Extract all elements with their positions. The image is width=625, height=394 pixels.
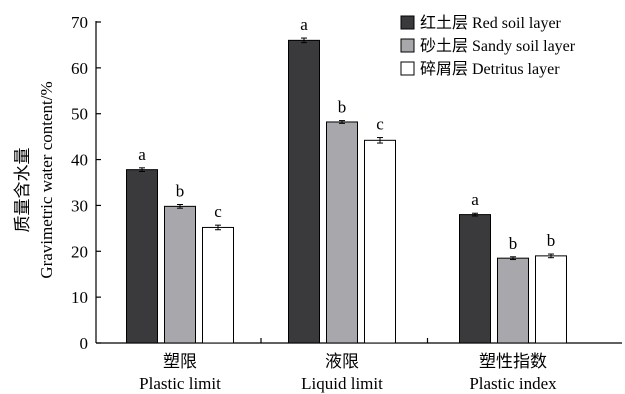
- bar: [202, 226, 234, 344]
- category-labels: 塑限 Plastic limit 液限 Liquid limit 塑性指数 Plastic…: [139, 352, 557, 393]
- legend-swatch: [400, 61, 415, 76]
- y-tick-label: 30: [71, 196, 88, 215]
- category-label-zh: 塑性指数: [479, 352, 547, 371]
- bar: [164, 205, 196, 344]
- y-tick-label: 40: [71, 151, 88, 170]
- significance-label: a: [138, 145, 146, 164]
- significance-label: c: [214, 202, 222, 221]
- y-axis-title: 质量含水量 Gravimetric water content/%: [13, 81, 56, 278]
- significance-label: c: [376, 115, 384, 134]
- significance-label: b: [338, 98, 347, 117]
- significance-label: b: [509, 234, 518, 253]
- y-tick-label: 10: [71, 288, 88, 307]
- y-tick-label: 60: [71, 59, 88, 78]
- bar: [288, 39, 320, 344]
- y-axis-title-zh: 质量含水量: [13, 148, 32, 233]
- bar: [459, 214, 491, 344]
- significance-label: a: [300, 15, 308, 34]
- bar: [126, 169, 158, 344]
- category-label-zh: 液限: [325, 352, 359, 371]
- bars-group: a b c a b c a b b: [126, 15, 567, 344]
- legend: 红土层 Red soil layer 砂土层 Sandy soil layer 碎屑…: [400, 14, 576, 78]
- bar: [364, 139, 396, 344]
- legend-swatch: [400, 38, 415, 53]
- legend-swatch: [400, 15, 415, 30]
- bar: [326, 121, 358, 344]
- bar: [497, 257, 529, 344]
- category-label-en: Liquid limit: [301, 374, 383, 393]
- legend-label: 碎屑层 Detritus layer: [420, 60, 560, 78]
- y-axis-title-en: Gravimetric water content/%: [37, 81, 56, 278]
- category-label-en: Plastic limit: [139, 374, 221, 393]
- legend-label: 砂土层 Sandy soil layer: [420, 37, 576, 55]
- y-tick-label: 20: [71, 242, 88, 261]
- significance-label: b: [176, 182, 185, 201]
- significance-label: a: [471, 190, 479, 209]
- category-label-zh: 塑限: [163, 352, 197, 371]
- y-tick-label: 70: [71, 13, 88, 32]
- y-tick-label: 50: [71, 105, 88, 124]
- bar: [535, 255, 567, 344]
- legend-label: 红土层 Red soil layer: [420, 14, 562, 32]
- y-tick-label: 0: [80, 334, 89, 353]
- category-label-en: Plastic index: [469, 374, 557, 393]
- significance-label: b: [547, 231, 556, 250]
